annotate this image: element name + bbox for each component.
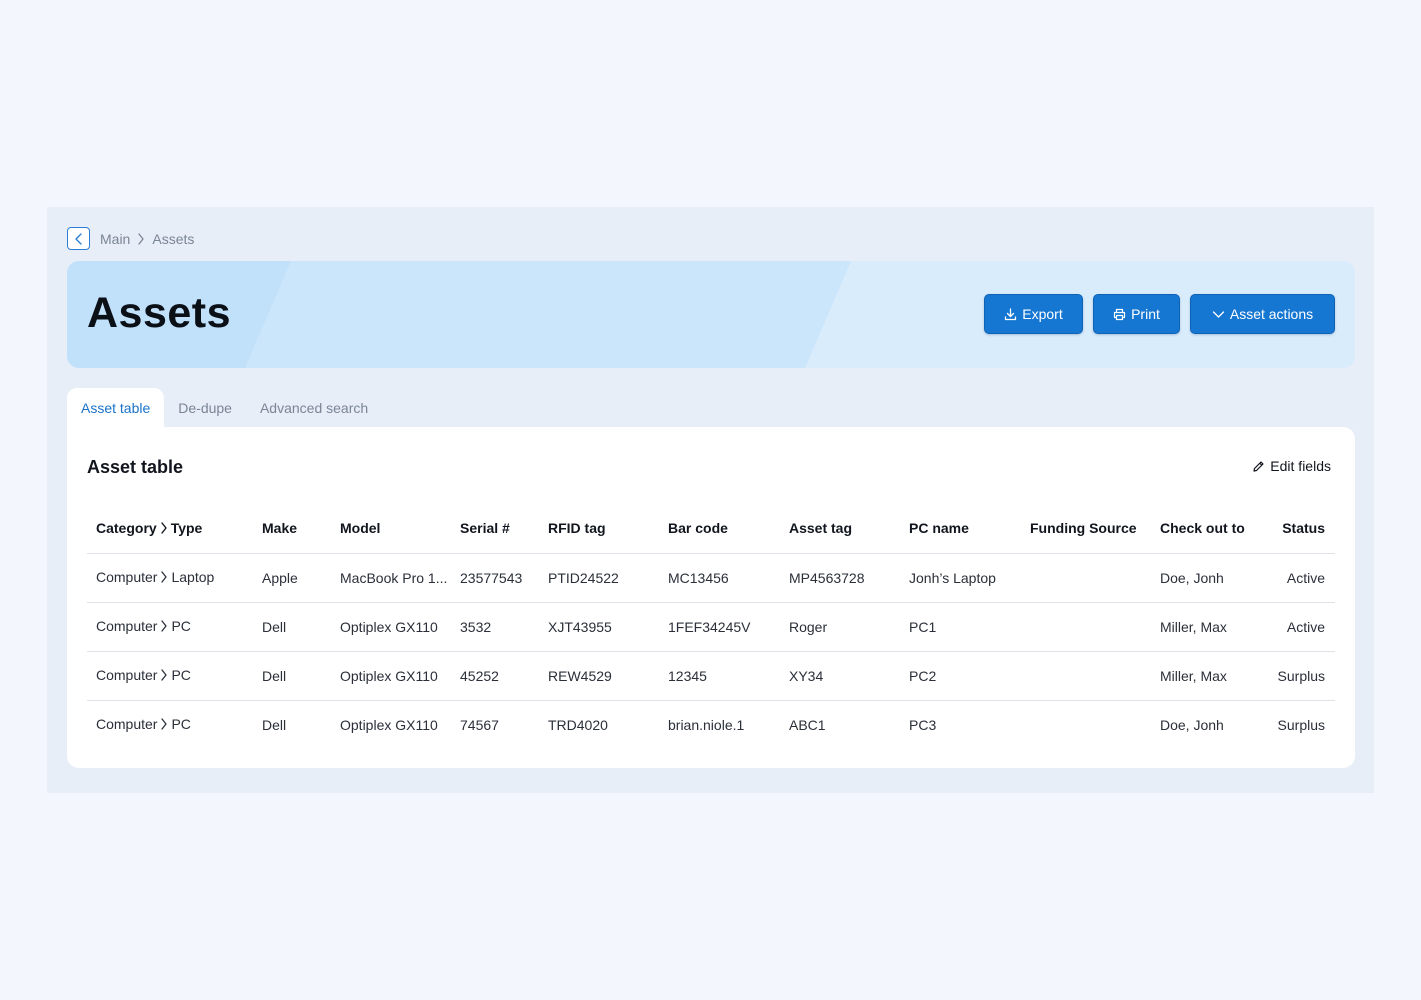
chevron-right-icon bbox=[160, 668, 168, 684]
pc-name-cell: Jonh’s Laptop bbox=[900, 553, 1021, 603]
download-icon bbox=[1005, 307, 1017, 320]
export-button[interactable]: Export bbox=[984, 294, 1083, 334]
bar-code-cell: 1FEF34245V bbox=[659, 602, 780, 652]
model-cell: Optiplex GX110 bbox=[340, 716, 438, 733]
table-row[interactable]: Computer PC Dell Optiplex GX110 74567 TRD… bbox=[87, 700, 1335, 749]
back-button[interactable] bbox=[67, 227, 90, 250]
asset-actions-button-label: Asset actions bbox=[1229, 306, 1314, 322]
chevron-right-icon bbox=[160, 717, 168, 733]
table-row[interactable]: Computer PC Dell Optiplex GX110 45252 REW… bbox=[87, 651, 1335, 701]
pc-name-cell: PC1 bbox=[900, 602, 1021, 652]
rfid-tag-cell: REW4529 bbox=[539, 651, 659, 701]
status-cell: Active bbox=[1261, 553, 1335, 603]
rfid-tag-cell: PTID24522 bbox=[539, 553, 659, 603]
make-cell: Apple bbox=[253, 553, 331, 603]
table-row[interactable]: Computer Laptop Apple MacBook Pro 1... 23… bbox=[87, 553, 1335, 603]
column-header-pc-name[interactable]: PC name bbox=[900, 504, 1021, 554]
breadcrumb: Main Assets bbox=[67, 227, 194, 250]
column-header-make[interactable]: Make bbox=[253, 504, 331, 554]
bar-code-cell: 12345 bbox=[659, 651, 780, 701]
column-header-model[interactable]: Model bbox=[331, 504, 451, 554]
column-header-funding-source[interactable]: Funding Source bbox=[1021, 504, 1151, 554]
column-header-asset-tag[interactable]: Asset tag bbox=[780, 504, 900, 554]
model-cell: Optiplex GX110 bbox=[331, 651, 451, 701]
tab-de-dupe[interactable]: De-dupe bbox=[178, 400, 232, 416]
edit-fields-label: Edit fields bbox=[1270, 458, 1331, 474]
funding-source-cell bbox=[1021, 553, 1151, 603]
asset-table-panel: Asset table Edit fields Category Type Mak… bbox=[67, 427, 1355, 768]
make-cell: Dell bbox=[253, 602, 331, 652]
tab-advanced-search[interactable]: Advanced search bbox=[259, 400, 369, 416]
category-type-cell: Computer PC bbox=[87, 602, 253, 652]
status-cell: Surplus bbox=[1277, 716, 1325, 733]
category-type-cell: Computer Laptop bbox=[87, 553, 253, 603]
serial-cell: 3532 bbox=[451, 602, 539, 652]
model-cell: Optiplex GX110 bbox=[331, 602, 451, 652]
print-button[interactable]: Print bbox=[1093, 294, 1180, 334]
printer-icon bbox=[1113, 308, 1126, 320]
status-cell: Surplus bbox=[1261, 651, 1335, 701]
breadcrumb-item-main[interactable]: Main bbox=[100, 230, 131, 247]
column-header-bar-code[interactable]: Bar code bbox=[659, 504, 780, 554]
check-out-to-cell: Doe, Jonh bbox=[1160, 716, 1224, 733]
column-header-status[interactable]: Status bbox=[1261, 504, 1335, 554]
rfid-tag-cell: XJT43955 bbox=[539, 602, 659, 652]
rfid-tag-cell: TRD4020 bbox=[548, 716, 608, 733]
pencil-icon bbox=[1253, 460, 1264, 472]
assets-page: Main Assets Assets Export Print Asset ac… bbox=[47, 207, 1374, 793]
make-cell: Dell bbox=[253, 651, 331, 701]
panel-title: Asset table bbox=[87, 457, 184, 477]
serial-cell: 23577543 bbox=[451, 553, 539, 603]
asset-table: Category Type Make Model Serial # RFID ta… bbox=[87, 504, 1335, 749]
category-type-cell: Computer PC bbox=[96, 716, 191, 733]
model-cell: MacBook Pro 1... bbox=[331, 553, 451, 603]
header-actions: Export Print Asset actions bbox=[984, 294, 1335, 334]
page-title: Assets bbox=[87, 289, 232, 337]
funding-source-cell bbox=[1021, 602, 1151, 652]
print-button-label: Print bbox=[1131, 306, 1160, 322]
chevron-down-icon bbox=[1212, 310, 1225, 318]
export-button-label: Export bbox=[1022, 306, 1063, 322]
breadcrumb-item-assets: Assets bbox=[152, 230, 195, 247]
make-cell: Dell bbox=[262, 716, 287, 733]
column-header-rfid-tag[interactable]: RFID tag bbox=[539, 504, 659, 554]
column-header-check-out-to[interactable]: Check out to bbox=[1151, 504, 1261, 554]
edit-fields-button[interactable]: Edit fields bbox=[1252, 458, 1331, 474]
asset-tag-cell: ABC1 bbox=[789, 716, 826, 733]
chevron-left-icon bbox=[74, 232, 82, 245]
bar-code-cell: brian.niole.1 bbox=[668, 716, 745, 733]
table-header-row: Category Type Make Model Serial # RFID ta… bbox=[87, 504, 1335, 554]
pc-name-cell: PC3 bbox=[909, 716, 937, 733]
category-type-cell: Computer PC bbox=[87, 651, 253, 701]
column-header-category-type[interactable]: Category Type bbox=[87, 504, 253, 554]
column-header-serial[interactable]: Serial # bbox=[451, 504, 539, 554]
funding-source-cell bbox=[1021, 651, 1151, 701]
status-cell: Active bbox=[1261, 602, 1335, 652]
check-out-to-cell: Miller, Max bbox=[1151, 651, 1261, 701]
chevron-right-icon bbox=[137, 232, 145, 245]
pc-name-cell: PC2 bbox=[900, 651, 1021, 701]
bar-code-cell: MC13456 bbox=[659, 553, 780, 603]
table-row[interactable]: Computer PC Dell Optiplex GX110 3532 XJT4… bbox=[87, 602, 1335, 652]
chevron-right-icon bbox=[160, 570, 168, 586]
chevron-right-icon bbox=[160, 619, 168, 635]
asset-tag-cell: MP4563728 bbox=[780, 553, 900, 603]
chevron-right-icon bbox=[160, 521, 168, 537]
page-header-banner: Assets Export Print Asset actions bbox=[67, 261, 1355, 368]
asset-actions-button[interactable]: Asset actions bbox=[1190, 294, 1335, 334]
funding-source-cell bbox=[1021, 700, 1151, 749]
tab-asset-table[interactable]: Asset table bbox=[67, 388, 165, 428]
serial-cell: 74567 bbox=[460, 716, 499, 733]
check-out-to-cell: Doe, Jonh bbox=[1151, 553, 1261, 603]
asset-tag-cell: Roger bbox=[780, 602, 900, 652]
asset-tag-cell: XY34 bbox=[780, 651, 900, 701]
tab-bar: Asset table De-dupe Advanced search bbox=[67, 388, 382, 428]
serial-cell: 45252 bbox=[451, 651, 539, 701]
check-out-to-cell: Miller, Max bbox=[1151, 602, 1261, 652]
